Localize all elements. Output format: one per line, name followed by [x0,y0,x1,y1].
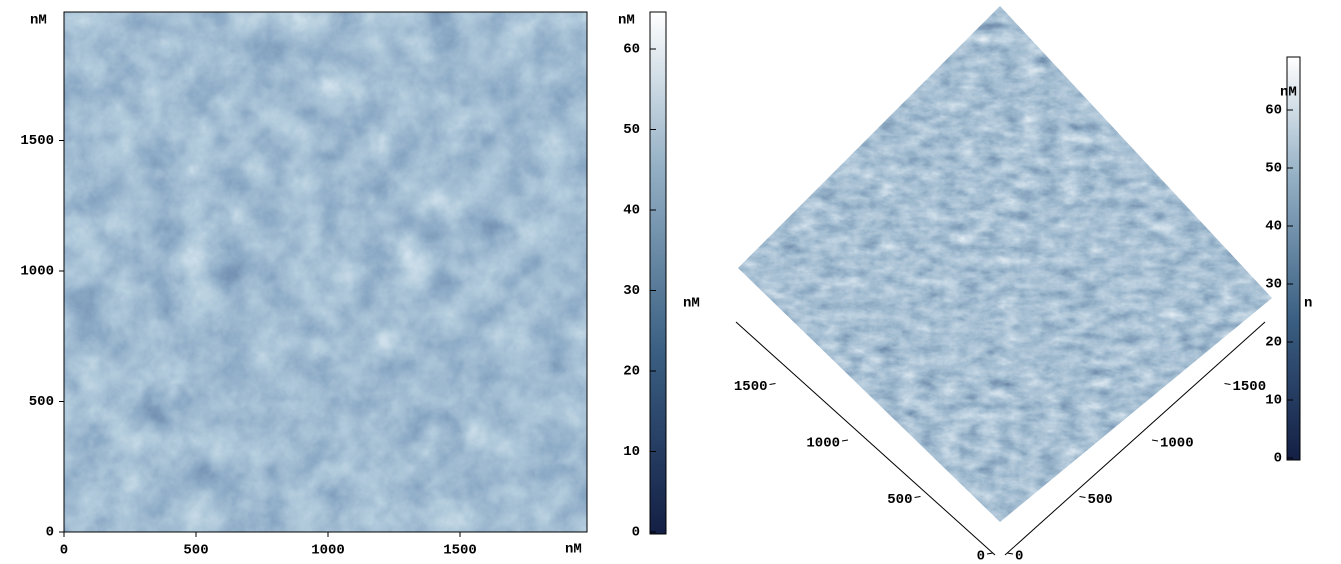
axis3d-tick [769,383,776,385]
axis3d-tick [914,496,921,498]
colorbar-tick-label: 20 [1265,335,1282,351]
x-unit: nM [565,542,582,558]
colorbar-tick-label: 0 [1274,451,1282,467]
colorbar-tick-label: 10 [623,444,640,460]
y-tick-label: 1000 [20,264,54,280]
colorbar-tick-label: 60 [623,42,640,58]
axis3d-right-label: 1500 [1233,379,1267,395]
colorbar3d-side-label: n [1304,296,1312,312]
axis3d-left-label: 0 [977,549,985,564]
axis3d-tick [1079,496,1086,498]
axis3d-right-label: 1000 [1160,436,1194,452]
axis3d-tick [841,439,849,442]
y-tick-label: 0 [46,525,54,541]
colorbar-tick-label: 30 [623,283,640,299]
axis3d-tick [1151,439,1159,442]
map-frame [63,11,588,533]
axis3d-right-label: 0 [1015,549,1023,564]
colorbar-tick-label: 60 [1265,103,1282,119]
axis-3d-right [1004,321,1266,556]
y-tick-label: 1500 [20,133,54,149]
axis3d-tick [1224,383,1231,385]
axis3d-tick [1006,552,1014,555]
colorbar [649,11,667,535]
y-unit: nM [30,13,47,29]
colorbar3d-unit: nM [1280,85,1297,101]
axis3d-left-label: 1000 [806,436,840,452]
x-tick-label: 0 [60,543,68,559]
afm-map [64,12,587,532]
axis3d-left-label: 500 [887,492,912,508]
colorbar-tick-label: 50 [1265,161,1282,177]
colorbar-unit: nM [618,13,635,29]
x-tick-label: 500 [183,543,208,559]
y-tick-label: 500 [29,394,54,410]
x-tick-label: 1500 [443,543,477,559]
colorbar-tick-label: 0 [632,525,640,541]
axis3d-left-label: 1500 [734,379,768,395]
colorbar-tick-label: 50 [623,122,640,138]
colorbar-tick-label: 10 [1265,393,1282,409]
colorbar-tick-label: 40 [1265,219,1282,235]
axis-3d-left [735,321,996,556]
colorbar-tick-label: 20 [623,364,640,380]
x-tick-label: 1000 [311,543,345,559]
colorbar-3d [1286,56,1301,461]
axis3d-tick [986,552,994,555]
axis3d-right-label: 500 [1088,492,1113,508]
colorbar-tick-label: 40 [623,203,640,219]
colorbar-tick-label: 30 [1265,277,1282,293]
colorbar-side-label: nM [683,296,700,312]
